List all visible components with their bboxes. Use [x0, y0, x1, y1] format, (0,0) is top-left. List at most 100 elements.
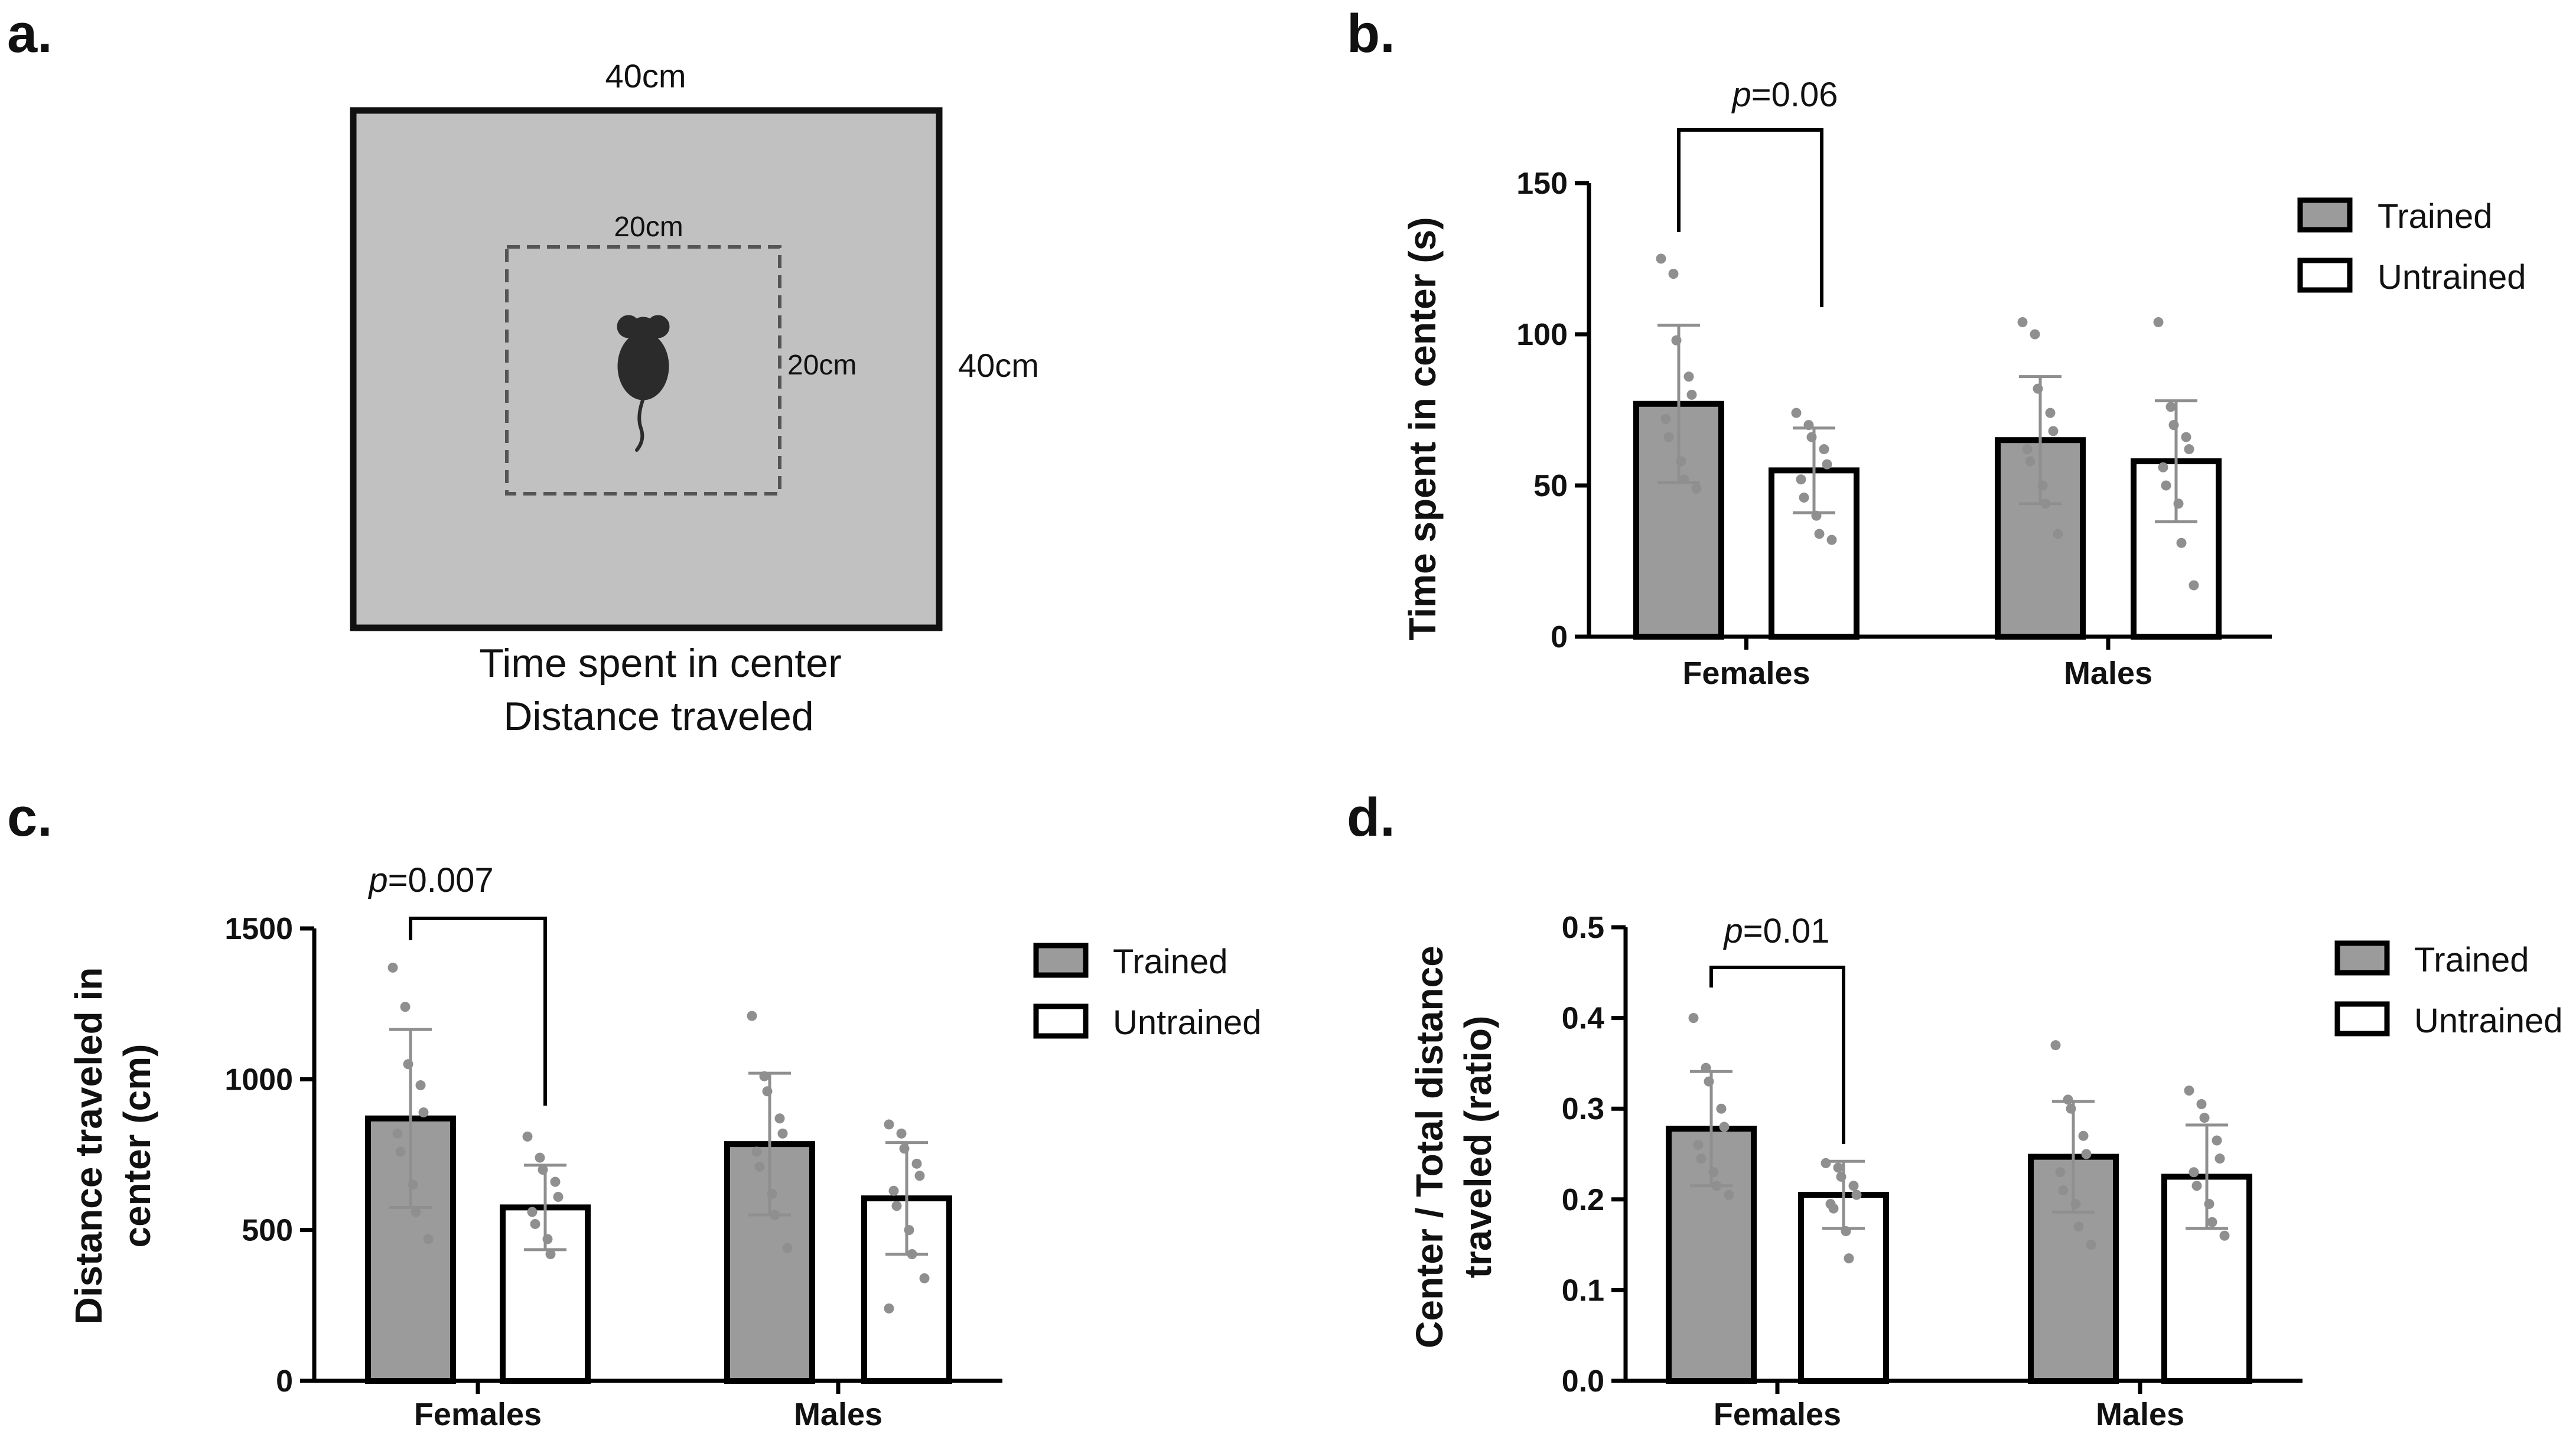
data-point: [2153, 317, 2164, 328]
data-point: [1663, 432, 1674, 442]
p-symbol: p: [1722, 912, 1743, 950]
data-point: [411, 1207, 421, 1217]
data-point: [1848, 1181, 1859, 1191]
data-point: [1686, 389, 1697, 400]
panel-c-chart: c. Distance traveled in center (cm) p=0.…: [7, 787, 1261, 1432]
data-point: [2050, 1040, 2061, 1051]
data-point: [2165, 402, 2176, 412]
data-point: [2055, 1167, 2066, 1178]
data-point: [1811, 510, 1822, 521]
data-point: [545, 1249, 556, 1260]
data-point: [535, 1152, 545, 1163]
data-point: [1693, 1140, 1704, 1151]
data-point: [2219, 1230, 2230, 1241]
y-axis-title-line-2: traveled (ratio): [1457, 1016, 1499, 1279]
y-tick-label: 1500: [224, 912, 293, 946]
legend-label-untrained: Untrained: [2414, 1002, 2562, 1040]
data-point: [2058, 1185, 2069, 1195]
panel-d-chart: d. Center / Total distance traveled (rat…: [1347, 787, 2562, 1432]
data-point: [2168, 420, 2179, 431]
data-point: [2073, 1221, 2084, 1232]
data-point: [2204, 1198, 2214, 1209]
data-point: [1821, 1158, 1831, 1168]
data-point: [392, 1128, 403, 1139]
y-axis-title-line-1: Center / Total distance: [1408, 946, 1451, 1348]
panel-d-letter: d.: [1347, 787, 1395, 848]
p-symbol: p: [1731, 76, 1751, 114]
data-point: [1660, 413, 1671, 424]
data-point: [914, 1171, 925, 1181]
data-point: [896, 1128, 907, 1139]
data-point: [1683, 371, 1694, 382]
data-point: [911, 1158, 922, 1169]
y-tick-label: 0: [1551, 620, 1568, 654]
data-point: [2048, 426, 2059, 436]
data-point: [2070, 1198, 2081, 1209]
data-point: [1836, 1171, 1846, 1182]
legend: Trained Untrained: [2297, 197, 2526, 296]
data-point: [891, 1201, 902, 1211]
data-point: [1704, 1076, 1714, 1087]
data-point: [1844, 1253, 1854, 1264]
data-point: [1688, 1013, 1699, 1024]
y-tick-label: 500: [242, 1214, 293, 1248]
data-point: [522, 1131, 533, 1142]
data-point: [2066, 1103, 2076, 1114]
legend-label-trained: Trained: [2378, 197, 2493, 236]
p-symbol: p: [367, 861, 387, 899]
data-point: [418, 1107, 429, 1118]
data-point: [777, 1128, 788, 1139]
data-point: [2078, 1130, 2089, 1141]
data-point: [2045, 408, 2056, 418]
data-point: [2176, 537, 2187, 548]
data-point: [550, 1176, 561, 1187]
data-point: [542, 1234, 553, 1244]
data-point: [1708, 1167, 1719, 1178]
data-point: [751, 1146, 762, 1157]
data-point: [553, 1191, 564, 1202]
data-point: [2030, 329, 2040, 340]
data-point: [1806, 432, 1817, 442]
data-point: [884, 1303, 894, 1314]
y-tick-label: 0.2: [1562, 1183, 1604, 1217]
data-point: [1691, 483, 1702, 494]
data-point: [1711, 1181, 1722, 1191]
data-point: [2037, 480, 2048, 491]
center-zone-width-label: 20cm: [614, 211, 683, 243]
data-point: [2189, 580, 2199, 591]
data-point: [2191, 1181, 2202, 1191]
data-point: [1803, 420, 1814, 431]
data-point: [1799, 492, 1809, 503]
data-point: [2025, 456, 2036, 467]
legend-label-untrained: Untrained: [1113, 1003, 1261, 1042]
y-tick-label: 0.3: [1562, 1092, 1604, 1126]
data-point: [2181, 432, 2191, 442]
data-point: [2184, 1085, 2194, 1096]
data-point: [2207, 1217, 2217, 1227]
data-point: [907, 1249, 917, 1260]
legend-label-trained: Trained: [2414, 941, 2529, 979]
data-point: [2173, 498, 2184, 509]
panel-a: a. 40cm 20cm 20cm 40cm Time spent in cen…: [7, 4, 1039, 739]
data-point: [1656, 253, 1666, 264]
data-point: [1819, 444, 1829, 455]
y-tick-label: 100: [1516, 318, 1568, 352]
data-point: [395, 1146, 406, 1157]
panel-a-letter: a.: [7, 4, 53, 64]
x-tick-label-females: Females: [1682, 656, 1810, 691]
data-point: [1791, 408, 1802, 418]
panel-b-letter: b.: [1347, 4, 1395, 64]
data-point: [1671, 335, 1682, 346]
data-point: [774, 1113, 785, 1124]
significance-bracket: [1677, 128, 1823, 307]
y-axis-title-line-1: Distance traveled in: [67, 967, 110, 1325]
legend-swatch-untrained: [1033, 1003, 1089, 1039]
data-point: [2196, 1099, 2207, 1110]
data-point: [1833, 1162, 1844, 1173]
legend-swatch-trained: [2334, 940, 2390, 976]
data-point: [1719, 1122, 1730, 1132]
legend: Trained Untrained: [2334, 940, 2562, 1040]
data-point: [2081, 1149, 2092, 1159]
y-tick-label: 50: [1533, 469, 1568, 503]
data-point: [2022, 444, 2033, 455]
